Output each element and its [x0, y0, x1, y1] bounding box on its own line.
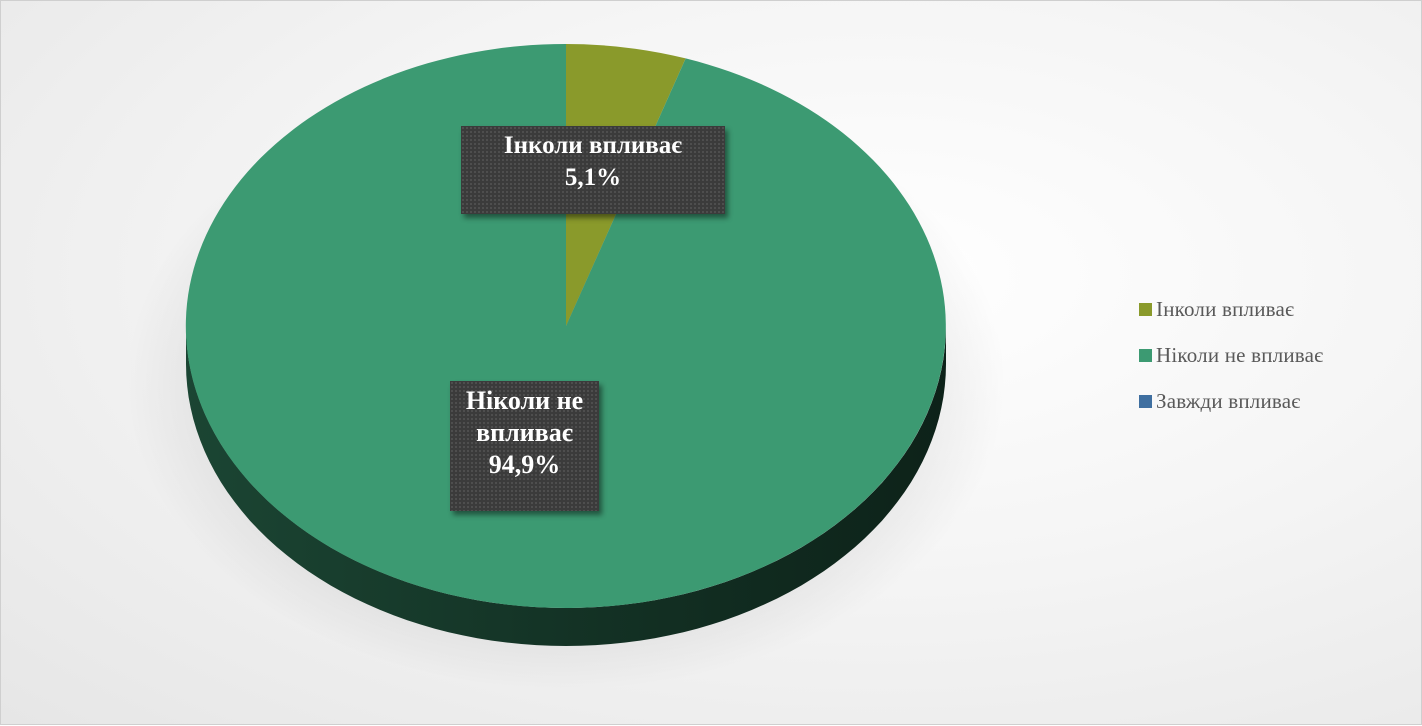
legend-swatch-inkoly: [1139, 302, 1152, 316]
legend-item-inkoly: Інколи впливає: [1139, 297, 1323, 321]
legend-label-zavzhdy: Завжди впливає: [1156, 388, 1301, 413]
data-label-nikoly-line-3: 94,9%: [488, 450, 561, 479]
data-label-inkoly: Інколи впливає 5,1%: [461, 126, 725, 214]
data-label-nikoly-line-2: впливає: [476, 418, 573, 447]
data-label-inkoly-line-1: Інколи впливає: [503, 132, 683, 159]
legend: Інколи впливає Ніколи не впливає Завжди …: [1139, 297, 1323, 435]
legend-item-nikoly: Ніколи не впливає: [1139, 343, 1323, 367]
data-label-inkoly-line-2: 5,1%: [564, 164, 622, 191]
legend-swatch-nikoly: [1139, 348, 1152, 362]
pie-slice-1: [185, 43, 946, 608]
legend-item-zavzhdy: Завжди впливає: [1139, 389, 1323, 413]
data-label-nikoly: Ніколи не впливає 94,9%: [450, 381, 599, 511]
legend-label-nikoly: Ніколи не впливає: [1156, 342, 1324, 367]
legend-swatch-zavzhdy: [1139, 394, 1152, 408]
data-label-nikoly-line-1: Ніколи не: [465, 386, 584, 415]
legend-label-inkoly: Інколи впливає: [1156, 296, 1295, 321]
